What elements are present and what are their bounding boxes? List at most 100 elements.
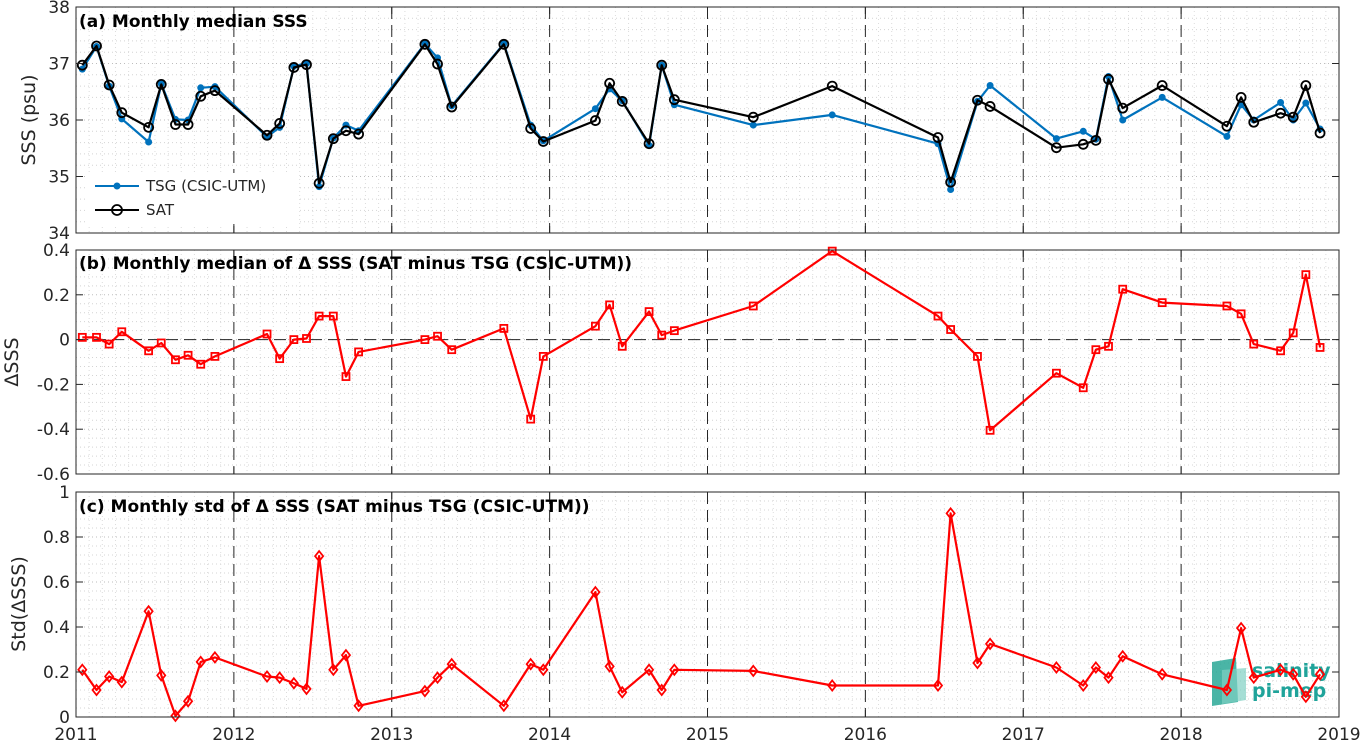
data-point xyxy=(644,307,654,317)
data-point xyxy=(419,684,431,698)
x-tick-label: 2013 xyxy=(370,725,413,745)
data-point xyxy=(77,332,87,342)
data-point xyxy=(327,133,339,145)
y-tick-label: 0.8 xyxy=(43,528,70,548)
data-point xyxy=(656,59,668,71)
data-point xyxy=(261,129,273,141)
data-point xyxy=(170,709,181,723)
data-point xyxy=(1104,341,1113,351)
panel-b-title: (b) Monthly median of Δ SSS (SAT minus T… xyxy=(79,254,632,274)
data-point xyxy=(420,335,430,345)
legend-label-sat: SAT xyxy=(146,201,175,219)
data-point xyxy=(1158,93,1166,101)
series-line-delta xyxy=(81,512,1322,718)
data-point xyxy=(932,132,944,143)
data-point xyxy=(1103,73,1114,85)
data-point xyxy=(984,101,996,112)
data-point xyxy=(170,119,181,130)
logo-text-line2: pi-mep xyxy=(1252,680,1326,702)
data-point xyxy=(1078,383,1088,393)
x-tick-label: 2012 xyxy=(212,725,255,745)
data-point xyxy=(197,84,205,92)
data-point xyxy=(1248,116,1260,128)
logo: salinity pi-mep xyxy=(1212,658,1331,706)
data-point xyxy=(590,585,601,599)
data-point xyxy=(1275,663,1286,677)
data-point xyxy=(985,425,995,435)
data-point xyxy=(340,125,352,137)
panel-a-title: (a) Monthly median SSS xyxy=(79,12,308,32)
data-point xyxy=(288,676,300,690)
data-point xyxy=(182,119,194,130)
data-point xyxy=(1275,107,1286,119)
series-a xyxy=(76,38,1326,193)
data-point xyxy=(643,138,655,150)
data-point xyxy=(1119,116,1127,124)
y-tick-label: 34 xyxy=(48,224,70,244)
data-point xyxy=(498,38,510,50)
yticks-b: -0.6 -0.4 -0.2 0 0.2 0.4 xyxy=(37,241,1340,485)
data-point xyxy=(1052,368,1061,378)
data-point xyxy=(156,668,167,682)
data-point xyxy=(433,331,442,341)
series-b xyxy=(77,246,1325,435)
data-point xyxy=(171,355,180,365)
data-point xyxy=(538,351,548,361)
data-point xyxy=(973,351,982,361)
y-tick-label: -0.4 xyxy=(37,420,70,440)
year-lines-b xyxy=(233,250,1182,474)
data-point xyxy=(116,675,127,689)
panel-c: salinity pi-mep 0 0.2 0.4 0.6 0.8 1 (c) Month… xyxy=(8,483,1340,728)
data-point xyxy=(1287,111,1299,123)
y-tick-label: 0.4 xyxy=(43,618,70,638)
data-point xyxy=(972,656,983,670)
data-point xyxy=(748,301,758,311)
data-point xyxy=(91,683,102,697)
data-point xyxy=(1249,339,1259,349)
y-tick-label: 0 xyxy=(59,708,70,728)
panel-b-ylabel: ΔSSS xyxy=(1,337,23,386)
data-point xyxy=(447,345,457,355)
data-point xyxy=(1051,661,1062,674)
data-point xyxy=(605,300,615,310)
data-point xyxy=(1118,284,1128,294)
panel-b: -0.6 -0.4 -0.2 0 0.2 0.4 (b) Monthly median o… xyxy=(1,241,1340,485)
data-point xyxy=(1314,127,1326,139)
data-point xyxy=(183,350,193,360)
data-point xyxy=(1300,80,1312,91)
data-point xyxy=(301,682,312,696)
data-point xyxy=(828,111,836,119)
data-point xyxy=(498,699,509,713)
series-line-sat xyxy=(81,43,1322,185)
data-point xyxy=(1077,138,1089,150)
x-tick-label: 2016 xyxy=(844,725,887,745)
data-point xyxy=(104,670,115,683)
data-point xyxy=(315,183,323,191)
data-point xyxy=(1235,621,1247,635)
y-tick-label: 37 xyxy=(48,55,70,75)
data-point xyxy=(1301,270,1311,280)
yticks-c: 0 0.2 0.4 0.6 0.8 1 xyxy=(43,483,1340,728)
data-point xyxy=(1091,345,1101,355)
data-point xyxy=(261,670,273,683)
data-point xyxy=(289,335,299,345)
data-point xyxy=(984,637,996,651)
data-point xyxy=(313,549,325,563)
data-point xyxy=(590,115,601,126)
y-tick-label: 0.6 xyxy=(43,573,70,593)
data-point xyxy=(196,359,206,369)
data-point xyxy=(933,311,943,321)
data-point xyxy=(827,246,837,256)
data-point xyxy=(209,85,221,97)
x-tick-label: 2011 xyxy=(54,725,97,745)
data-point xyxy=(103,79,115,91)
data-point xyxy=(1302,99,1310,107)
data-point xyxy=(499,323,509,333)
data-point xyxy=(945,506,956,520)
data-point xyxy=(668,94,680,106)
y-tick-label: -0.2 xyxy=(37,375,70,395)
data-point xyxy=(340,648,352,662)
data-point xyxy=(117,327,127,337)
data-point xyxy=(1221,683,1233,697)
data-point xyxy=(945,176,957,188)
